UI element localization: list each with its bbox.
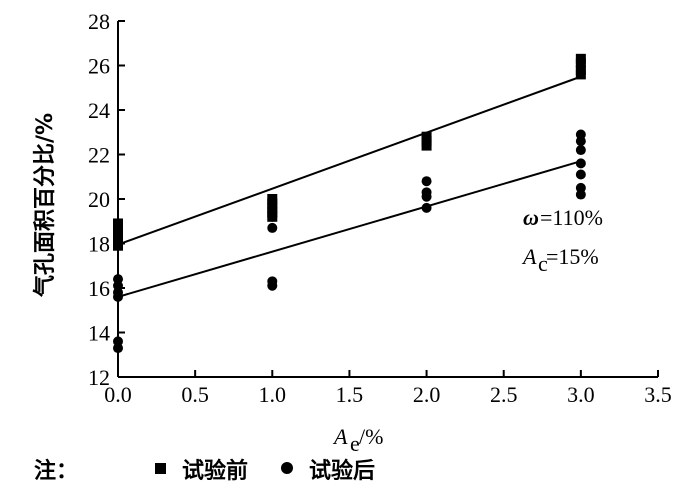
y-tick-label: 12 xyxy=(88,365,110,390)
point-after xyxy=(575,189,586,200)
fit-line-before xyxy=(117,75,582,246)
x-tick-label: 1.5 xyxy=(336,382,364,407)
legend-prefix: 注： xyxy=(34,458,78,484)
annotation-omega-value: =110% xyxy=(540,205,603,230)
x-axis-title-subscript: e xyxy=(350,431,360,456)
annotation-ac-subscript: c xyxy=(538,251,548,276)
point-after xyxy=(421,176,432,187)
point-after xyxy=(421,202,432,213)
legend: 注： 试验前 试验后 xyxy=(34,458,375,484)
annotation-ac-value: =15% xyxy=(546,244,599,269)
point-before xyxy=(575,69,586,80)
annotation-omega: ω =110% xyxy=(523,205,603,230)
legend-label-after: 试验后 xyxy=(309,458,375,484)
x-tick-label: 2.5 xyxy=(490,382,518,407)
plot-area xyxy=(113,20,659,378)
y-tick-label: 18 xyxy=(88,232,110,257)
annotation-ac-symbol: A xyxy=(521,244,537,269)
y-axis-title: 气孔面积百分比/% xyxy=(32,113,58,298)
annotation-omega-symbol: ω xyxy=(523,205,539,230)
point-before xyxy=(113,227,123,238)
legend-label-before: 试验前 xyxy=(182,458,248,484)
y-tick-label: 28 xyxy=(88,9,110,34)
x-tick-label: 3.5 xyxy=(644,382,672,407)
point-after xyxy=(267,211,278,222)
point-after xyxy=(575,158,586,169)
x-axis-title-unit: /% xyxy=(359,424,383,449)
point-after xyxy=(421,191,432,202)
x-tick-labels: 0.0 0.5 1.0 1.5 2.0 2.5 3.0 3.5 xyxy=(104,382,672,407)
point-after xyxy=(575,169,586,180)
y-tick-label: 26 xyxy=(88,54,110,79)
x-tick-label: 0.0 xyxy=(104,382,132,407)
x-axis-title: A e /% xyxy=(332,424,383,456)
x-axis-title-symbol: A xyxy=(332,424,348,449)
y-tick-label: 14 xyxy=(88,321,110,346)
point-before xyxy=(113,240,123,251)
x-tick-label: 3.0 xyxy=(567,382,595,407)
point-after xyxy=(267,280,278,291)
point-before xyxy=(113,234,123,245)
point-before xyxy=(575,58,586,69)
point-after xyxy=(113,343,123,354)
point-after xyxy=(575,145,586,156)
y-tick-labels: 12 14 16 18 20 22 24 26 28 xyxy=(88,9,110,390)
x-tick-label: 0.5 xyxy=(181,382,209,407)
y-tick-label: 24 xyxy=(88,98,110,123)
point-before xyxy=(113,218,123,229)
point-after xyxy=(113,291,123,302)
legend-circle-marker xyxy=(281,462,293,474)
point-after xyxy=(267,222,278,233)
x-tick-label: 1.0 xyxy=(259,382,287,407)
annotation-ac: A c =15% xyxy=(521,244,599,276)
x-tick-label: 2.0 xyxy=(413,382,441,407)
point-before xyxy=(421,140,432,151)
fit-line-after xyxy=(117,160,582,298)
y-tick-label: 20 xyxy=(88,187,110,212)
y-tick-label: 22 xyxy=(88,143,110,168)
y-tick-label: 16 xyxy=(88,276,110,301)
point-after xyxy=(575,136,586,147)
legend-square-marker xyxy=(155,463,166,474)
